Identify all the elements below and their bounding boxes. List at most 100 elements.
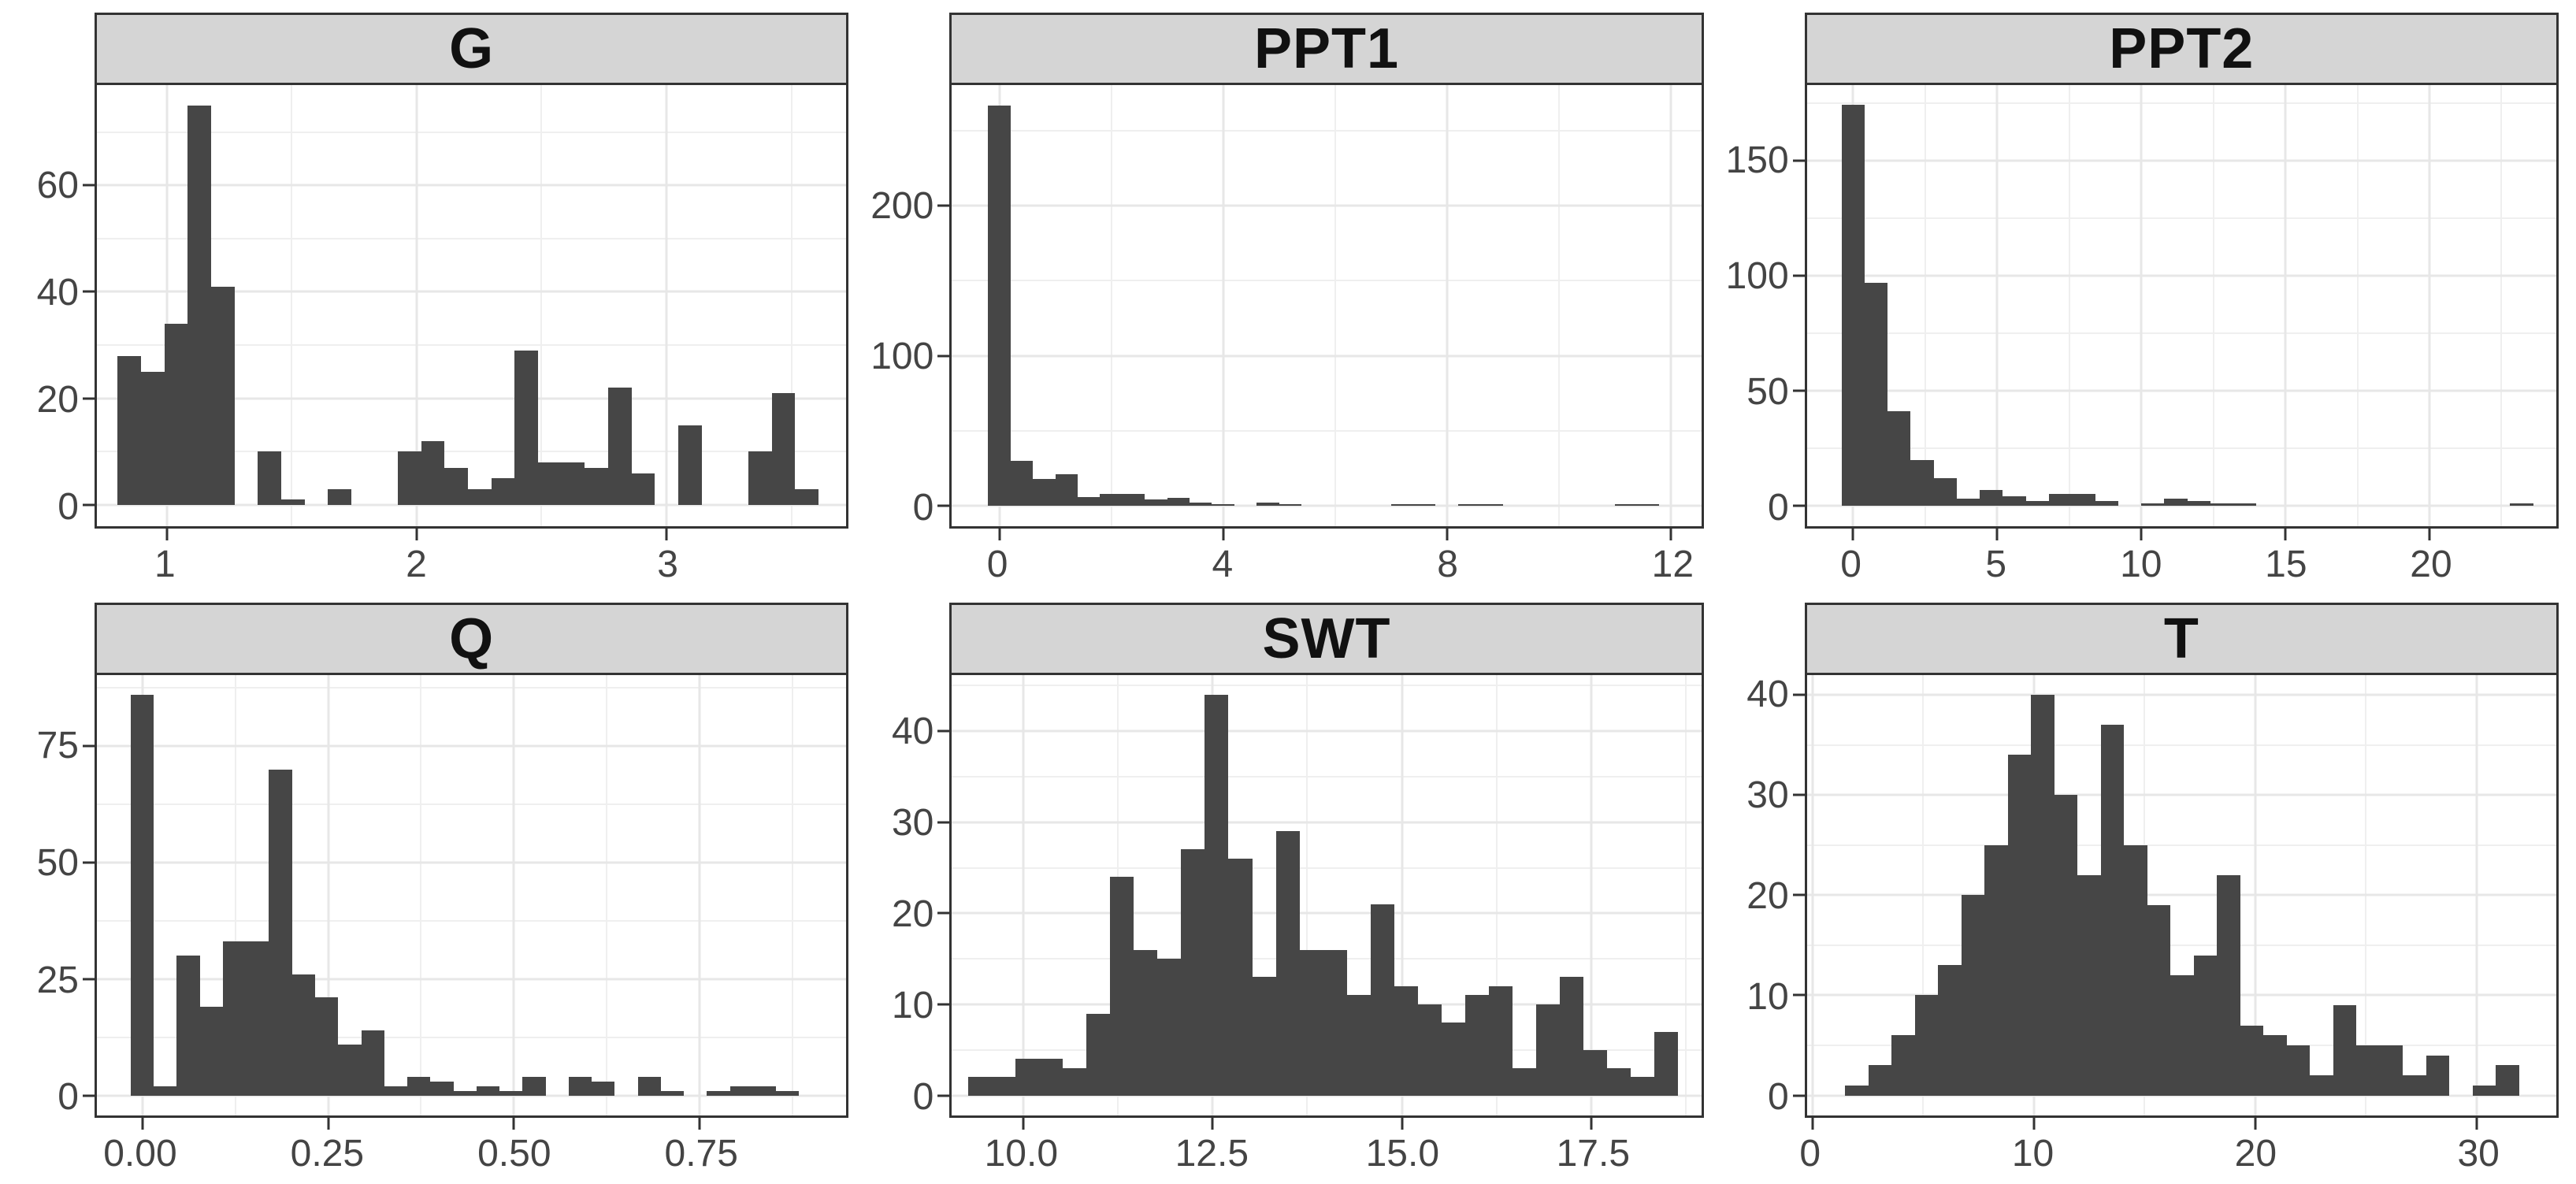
histogram-bar: [291, 974, 315, 1096]
histogram-bar: [1190, 503, 1212, 506]
y-tick-mark: [937, 204, 950, 207]
gridline-major: [952, 729, 1702, 733]
x-axis-labels: 1 2 3: [95, 529, 848, 587]
gridline-major: [665, 85, 668, 526]
gridline-major: [952, 821, 1702, 824]
y-tick-label: 0: [912, 486, 934, 529]
histogram-bar: [1063, 1067, 1087, 1096]
x-tick-label: 0.00: [103, 1133, 177, 1175]
y-tick-label: 0: [58, 1076, 79, 1119]
histogram-bar: [246, 941, 269, 1096]
x-tick-label: 0.75: [664, 1133, 738, 1175]
plot-area: [1792, 672, 2559, 1130]
histogram-bar: [748, 451, 772, 506]
histogram-bar: [1864, 282, 1888, 507]
gridline-major: [952, 1094, 1702, 1097]
histogram-bar: [1536, 1004, 1561, 1096]
histogram-bar: [1390, 504, 1414, 506]
histogram-bar: [2141, 503, 2165, 507]
histogram-bar: [1914, 995, 1939, 1096]
gridline-major: [1222, 85, 1225, 526]
x-tick-mark: [665, 528, 668, 540]
gridline-major: [952, 204, 1702, 207]
gridline-minor: [2068, 85, 2070, 526]
histogram-bar: [2170, 974, 2194, 1096]
plot-area: [937, 672, 1704, 1130]
histogram-bar: [795, 488, 818, 506]
gridline-minor: [1806, 332, 2556, 334]
x-tick-label: 10: [2011, 1133, 2054, 1175]
y-tick-label: 100: [1725, 255, 1789, 298]
histogram-bar: [140, 371, 165, 506]
gridline-minor: [952, 429, 1702, 432]
y-tick-label: 150: [1725, 139, 1789, 182]
histogram-bar: [187, 105, 211, 506]
plot-area: [83, 83, 849, 540]
y-tick-mark: [937, 1003, 950, 1006]
x-tick-mark: [2140, 528, 2143, 540]
x-tick-label: 30: [2457, 1133, 2500, 1175]
histogram-bar: [499, 1090, 523, 1096]
histogram-bar: [476, 1086, 500, 1096]
x-tick-mark: [698, 1118, 701, 1130]
y-tick-label: 40: [891, 710, 934, 752]
x-axis-labels: 0 10 20 30: [1799, 1118, 2559, 1176]
histogram-bar: [1299, 949, 1323, 1096]
x-tick-label: 0.50: [477, 1133, 551, 1175]
histogram-bar: [2426, 1055, 2450, 1096]
facet-title: Q: [449, 607, 495, 670]
histogram-bar: [2233, 503, 2257, 507]
y-tick-label: 20: [36, 378, 79, 421]
facet-strip-q: Q: [95, 602, 849, 675]
gridline-major: [97, 503, 847, 507]
histogram-bar: [631, 473, 655, 506]
histogram-bar: [1938, 965, 1962, 1096]
histogram-bar: [2510, 503, 2533, 507]
gridline-minor: [952, 280, 1702, 282]
gridline-major: [1590, 674, 1593, 1115]
y-tick-label: 30: [891, 801, 934, 844]
gridline-minor: [97, 1036, 847, 1038]
x-tick-mark: [1022, 1118, 1025, 1130]
histogram-bar: [1122, 493, 1145, 506]
histogram-bar: [1346, 995, 1371, 1096]
y-tick-mark: [937, 504, 950, 507]
histogram-bar: [1614, 504, 1637, 506]
x-tick-mark: [2475, 1118, 2478, 1130]
gridline-minor: [1806, 447, 2556, 449]
gridline-minor: [1306, 674, 1308, 1115]
x-tick-mark: [2254, 1118, 2257, 1130]
y-tick-mark: [937, 821, 950, 824]
gridline-minor: [2500, 85, 2503, 526]
x-tick-label: 17.5: [1556, 1133, 1631, 1175]
x-tick-label: 3: [657, 543, 678, 585]
histogram-bar: [2187, 501, 2210, 507]
gridline-minor: [1495, 674, 1498, 1115]
gridline-minor: [1806, 744, 2556, 746]
histogram-bar: [444, 467, 469, 506]
histogram-bar: [338, 1044, 362, 1096]
x-tick-label: 0: [1840, 543, 1861, 585]
y-tick-mark: [937, 354, 950, 358]
histogram-bar: [130, 694, 154, 1096]
histogram-bar: [729, 1086, 753, 1096]
histogram-bar: [1417, 1004, 1442, 1096]
x-tick-label: 5: [1985, 543, 2007, 585]
histogram-bar: [468, 488, 492, 506]
x-axis-labels: 0 5 10 15 20: [1805, 529, 2559, 587]
y-axis-labels: 0 25 50 75: [17, 675, 95, 1119]
y-tick-label: 40: [1746, 674, 1789, 716]
x-tick-mark: [1851, 528, 1854, 540]
y-tick-label: 30: [1746, 774, 1789, 816]
histogram-bar: [1513, 1067, 1537, 1096]
histogram-bar: [2095, 501, 2118, 507]
x-tick-mark: [141, 1118, 144, 1130]
histogram-bar: [585, 467, 608, 506]
histogram-bar: [1868, 1065, 1892, 1096]
histogram-bar: [453, 1090, 477, 1096]
x-tick-mark: [1211, 1118, 1214, 1130]
y-tick-label: 60: [36, 164, 79, 206]
gridline-minor: [1110, 85, 1112, 526]
histogram-bar: [2217, 874, 2240, 1096]
gridline-minor: [97, 687, 847, 689]
